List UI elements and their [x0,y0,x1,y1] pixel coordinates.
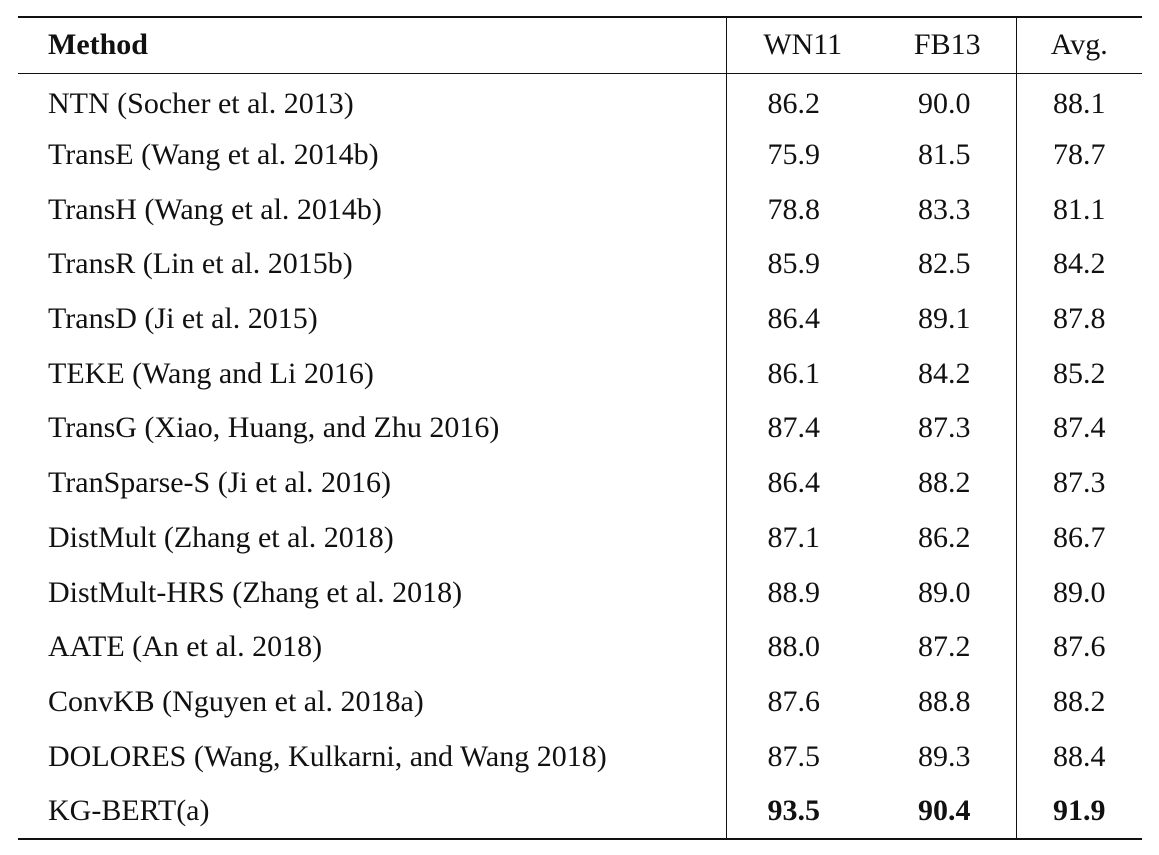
table-row: DistMult-HRS (Zhang et al. 2018) 88.9 89.0… [18,565,1142,620]
fb13-cell: 90.4 [879,783,1016,840]
fb13-cell: 89.0 [918,575,971,609]
avg-cell: 85.2 [1015,346,1142,402]
wn11-cell: 78.8 [725,182,879,238]
method-cell: ConvKB (Nguyen et al. 2018a) [48,684,424,718]
fb13-cell: 82.5 [918,247,971,281]
wn11-cell: 86.4 [725,455,879,511]
wn11-cell: 87.5 [725,729,879,784]
table-row: TranSparse-S (Ji et al. 2016) 86.4 88.2 87.… [18,455,1142,511]
method-cell: AATE (An et al. 2018) [48,630,323,664]
fb13-cell: 89.1 [918,302,971,336]
avg-cell: 88.1 [1015,73,1142,128]
header-row: Method WN11 FB13 Avg. [18,16,1142,74]
method-cell: TransR (Lin et al. 2015b) [48,247,353,281]
fb13-cell: 87.3 [918,411,971,445]
fb13-cell: 90.0 [918,86,971,120]
method-cell: DOLORES (Wang, Kulkarni, and Wang 2018) [48,739,607,773]
wn11-cell: 88.9 [725,565,879,620]
avg-cell: 88.4 [1015,729,1142,784]
avg-cell: 78.7 [1015,127,1142,183]
wn11-cell: 88.0 [725,619,879,675]
method-cell: TransD (Ji et al. 2015) [48,302,318,336]
avg-cell: 81.1 [1015,182,1142,238]
fb13-cell: 87.2 [918,630,971,664]
method-cell: TransH (Wang et al. 2014b) [48,192,382,226]
avg-cell: 88.2 [1015,674,1142,730]
method-cell: TranSparse-S (Ji et al. 2016) [48,466,392,500]
avg-cell: 87.8 [1015,291,1142,347]
method-cell: NTN (Socher et al. 2013) [48,86,354,120]
header-fb13: FB13 [879,16,1016,74]
avg-cell: 89.0 [1015,565,1142,620]
method-cell: TransG (Xiao, Huang, and Zhu 2016) [48,411,500,445]
method-cell: KG-BERT(a) [18,783,726,840]
fb13-cell: 84.2 [918,356,971,390]
wn11-cell: 86.4 [725,291,879,347]
method-cell: TransE (Wang et al. 2014b) [48,138,379,172]
table-row: TransD (Ji et al. 2015) 86.4 89.1 87.8 [18,291,1142,347]
table-row: NTN (Socher et al. 2013) 86.2 90.0 88.1 [18,73,1142,128]
fb13-cell: 81.5 [918,138,971,172]
header-wn11: WN11 [725,16,879,74]
avg-cell: 87.6 [1015,619,1142,675]
fb13-cell: 83.3 [918,192,971,226]
table-row: AATE (An et al. 2018) 88.0 87.2 87.6 [18,619,1142,675]
table-row: TransE (Wang et al. 2014b) 75.9 81.5 78.7 [18,127,1142,183]
table-row: TransR (Lin et al. 2015b) 85.9 82.5 84.2 [18,237,1142,292]
avg-cell: 86.7 [1015,510,1142,566]
results-table: Method WN11 FB13 Avg. NTN (Socher et al.… [18,16,1142,840]
avg-cell: 87.3 [1015,455,1142,511]
wn11-cell: 93.5 [725,783,879,840]
table-row: ConvKB (Nguyen et al. 2018a) 87.6 88.8 88.2 [18,674,1142,730]
table-row: TransG (Xiao, Huang, and Zhu 2016) 87.4 87… [18,401,1142,456]
wn11-cell: 75.9 [725,127,879,183]
method-cell: TEKE (Wang and Li 2016) [48,356,374,390]
fb13-cell: 86.2 [918,520,971,554]
wn11-cell: 86.2 [725,73,879,128]
table-row: TransH (Wang et al. 2014b) 78.8 83.3 81.1 [18,182,1142,238]
wn11-cell: 86.1 [725,346,879,402]
wn11-cell: 87.1 [725,510,879,566]
wn11-cell: 87.6 [725,674,879,730]
table-body: NTN (Socher et al. 2013) 86.2 90.0 88.1 Tran… [18,73,1142,840]
avg-cell: 84.2 [1015,237,1142,292]
method-cell: DistMult (Zhang et al. 2018) [48,520,394,554]
header-avg: Avg. [1015,16,1142,74]
fb13-cell: 89.3 [918,739,971,773]
wn11-cell: 85.9 [725,237,879,292]
fb13-cell: 88.8 [918,684,971,718]
avg-cell: 87.4 [1015,401,1142,456]
method-cell: DistMult-HRS (Zhang et al. 2018) [48,575,463,609]
table-row: DistMult (Zhang et al. 2018) 87.1 86.2 86.7 [18,510,1142,566]
fb13-cell: 88.2 [918,466,971,500]
table-row: DOLORES (Wang, Kulkarni, and Wang 2018) 8… [18,729,1142,784]
table-row: TEKE (Wang and Li 2016) 86.1 84.2 85.2 [18,346,1142,402]
header-method: Method [18,16,726,74]
avg-cell: 91.9 [1015,783,1142,840]
table-row: KG-BERT(a) 93.5 90.4 91.9 [18,783,1142,840]
wn11-cell: 87.4 [725,401,879,456]
table-header: Method WN11 FB13 Avg. [18,16,1142,74]
